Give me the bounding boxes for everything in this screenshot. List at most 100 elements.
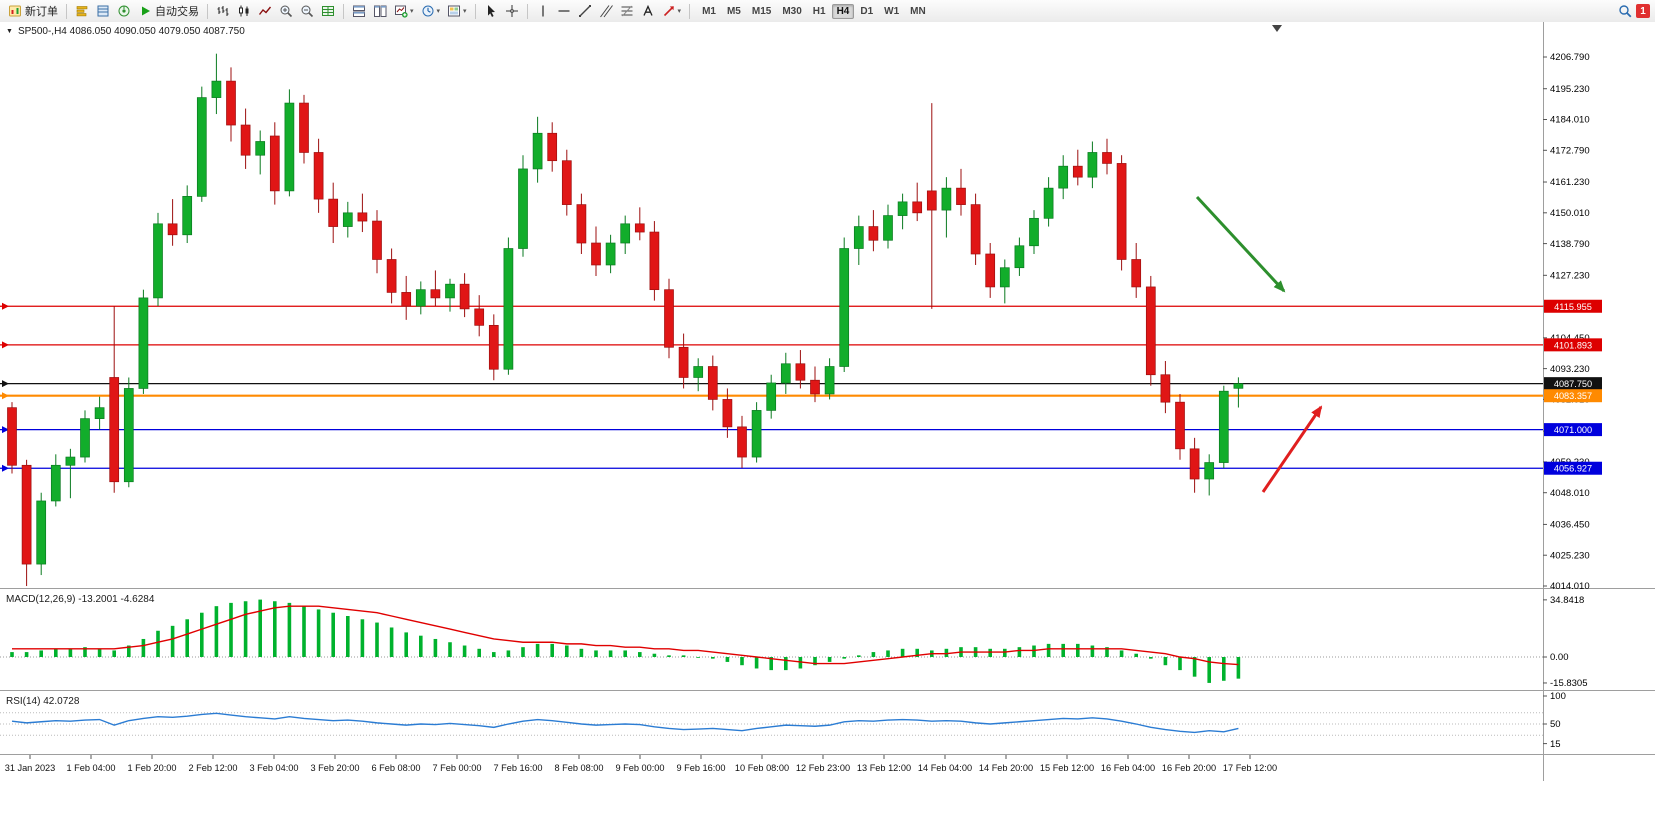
candle [912, 201, 923, 214]
toolbar-separator [689, 3, 691, 19]
candle [518, 168, 528, 249]
one-click-trading-arrow[interactable]: ▼ [6, 28, 13, 35]
search-button[interactable] [1615, 2, 1635, 21]
candle [737, 426, 747, 458]
candle [1131, 259, 1142, 288]
candle [824, 366, 835, 395]
candle [342, 212, 353, 227]
timeframe-w1-button[interactable]: W1 [884, 5, 900, 17]
candle [153, 223, 163, 299]
svg-text:13 Feb 12:00: 13 Feb 12:00 [857, 763, 911, 773]
cursor-button[interactable] [481, 2, 501, 21]
candle [839, 248, 850, 367]
cursor-icon [487, 5, 495, 17]
chart-bars-button[interactable] [213, 2, 233, 21]
vertical-line-tool-button[interactable] [533, 2, 553, 21]
timeframe-m1-button[interactable]: M1 [702, 5, 716, 17]
templates-button[interactable]: ▾ [444, 2, 470, 21]
data-window-icon [97, 5, 109, 17]
timeframe-m5-button[interactable]: M5 [726, 5, 741, 17]
svg-text:6 Feb 08:00: 6 Feb 08:00 [371, 763, 420, 773]
candle [1102, 152, 1112, 164]
zoom-out-button[interactable] [297, 2, 317, 21]
chevron-down-icon: ▾ [463, 8, 467, 15]
chart-shift-marker [1272, 25, 1282, 32]
horizontal-line-icon [558, 10, 570, 12]
svg-text:4071.000: 4071.000 [1554, 425, 1592, 435]
candle [707, 366, 718, 400]
down-trend-arrow [1195, 195, 1286, 293]
timeframe-h4-button[interactable]: H4 [831, 3, 855, 19]
price-tag [1544, 423, 1602, 437]
candle [1043, 187, 1054, 219]
timeframe-m15-button[interactable]: M15 [751, 5, 772, 17]
candle [7, 407, 17, 466]
timeframe-h1-button[interactable]: H1 [812, 5, 826, 17]
candle [196, 97, 207, 197]
toolbar-separator [474, 3, 476, 19]
svg-text:15: 15 [1550, 739, 1561, 750]
chart-candles-button[interactable] [234, 2, 254, 21]
candle [766, 382, 777, 411]
market-watch-button[interactable] [72, 2, 92, 21]
svg-text:4025.230: 4025.230 [1550, 550, 1590, 561]
svg-text:16 Feb 20:00: 16 Feb 20:00 [1162, 763, 1216, 773]
arrow-object-icon [663, 6, 674, 17]
periods-button[interactable]: ▾ [418, 2, 444, 21]
chevron-down-icon: ▾ [436, 8, 441, 15]
candle [1218, 390, 1229, 463]
chart-line-button[interactable] [255, 2, 275, 21]
fibonacci-tool-button[interactable] [617, 2, 637, 21]
text-tool-icon [642, 4, 653, 16]
tile-windows-button[interactable] [349, 2, 369, 21]
notification-badge[interactable]: 1 [1636, 4, 1650, 18]
new-chart-button[interactable]: ▾ [391, 2, 417, 21]
svg-text:50: 50 [1550, 719, 1561, 730]
candle [1029, 217, 1039, 247]
price-tag [1544, 461, 1602, 475]
candle [620, 223, 631, 244]
line-anchor-marker [2, 380, 9, 388]
candle [474, 308, 485, 326]
arrows-tool-button[interactable]: ▾ [659, 2, 685, 21]
candle [1014, 245, 1025, 269]
chart-canvas[interactable]: 4206.790 4195.230 4184.010 4172.790 4161.230… [0, 22, 1655, 824]
crosshair-button[interactable] [502, 2, 522, 21]
timeframe-m30-button[interactable]: M30 [782, 5, 802, 17]
clock-icon [422, 5, 434, 17]
candle [999, 267, 1010, 288]
timeframe-mn-button[interactable]: MN [910, 5, 926, 17]
candle [634, 223, 645, 233]
candle [985, 253, 996, 288]
data-window-button[interactable] [93, 2, 113, 21]
cascade-windows-button[interactable] [370, 2, 390, 21]
horizontal-line-tool-button[interactable] [554, 2, 574, 21]
toolbar-separator [526, 3, 528, 19]
timeframe-d1-button[interactable]: D1 [860, 5, 874, 17]
auto-trading-button[interactable]: 自动交易 [135, 2, 202, 21]
candles-layer [7, 53, 1244, 587]
strategy-tester-button[interactable] [318, 2, 338, 21]
candle [795, 363, 806, 381]
svg-text:9 Feb 16:00: 9 Feb 16:00 [676, 763, 725, 773]
candle [751, 410, 762, 458]
candle [138, 297, 149, 389]
candle [430, 289, 441, 299]
zoom-in-button[interactable] [276, 2, 296, 21]
candle [1116, 163, 1127, 260]
svg-text:1 Feb 20:00: 1 Feb 20:00 [127, 763, 176, 773]
line-anchor-marker [2, 464, 9, 472]
new-order-button[interactable]: 新订单 [5, 2, 61, 21]
candle [284, 102, 295, 192]
svg-text:3 Feb 20:00: 3 Feb 20:00 [310, 763, 359, 773]
candle [1189, 448, 1200, 480]
candle [240, 124, 251, 156]
text-tool-button[interactable] [638, 2, 658, 21]
candle [313, 152, 324, 200]
toolbar-separator [66, 3, 67, 19]
macd-panel: 34.8418 0.00 -15.8305 [0, 595, 1588, 689]
navigator-button[interactable] [114, 2, 134, 21]
trendline-tool-button[interactable] [575, 2, 595, 21]
channel-tool-button[interactable] [596, 2, 616, 21]
candle [211, 80, 222, 98]
